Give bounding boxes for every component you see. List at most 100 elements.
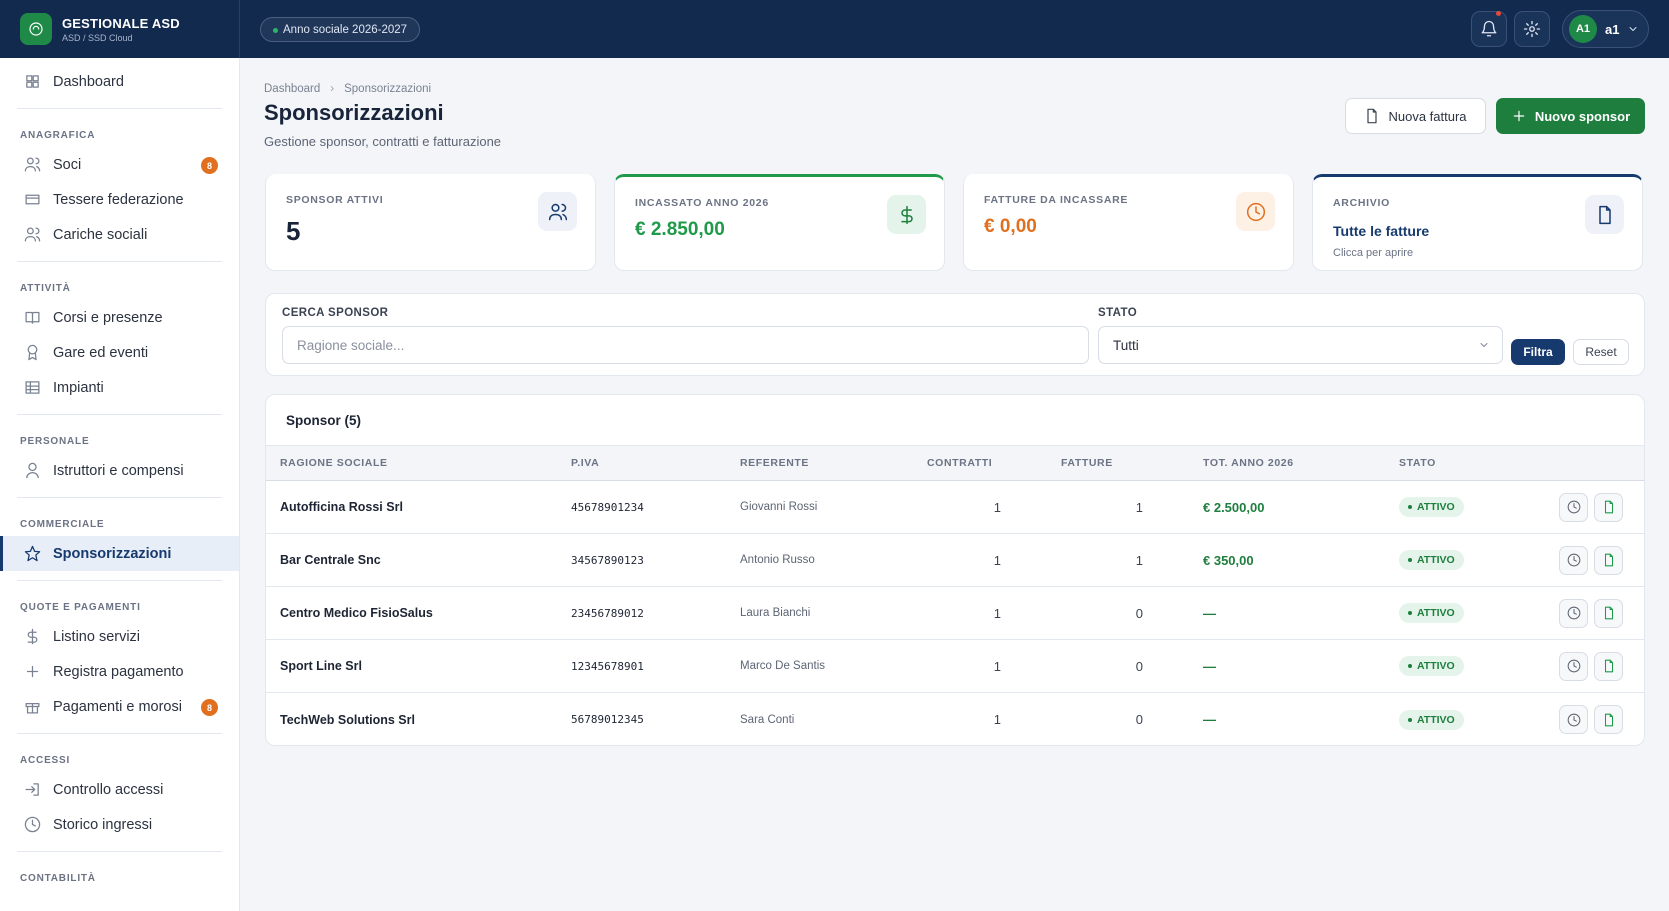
nav-item[interactable]: Impianti [0, 370, 239, 405]
status-select[interactable]: Tutti [1098, 326, 1503, 364]
stat-value: € 2.850,00 [635, 219, 725, 240]
total-year: — [1203, 605, 1216, 621]
icon [26, 75, 39, 88]
invoice-button[interactable] [1594, 651, 1623, 681]
icon [25, 311, 40, 324]
stat-card: FATTURE DA INCASSARE € 0,00 [963, 174, 1294, 271]
stat-icon [538, 192, 577, 231]
breadcrumb-item[interactable]: Dashboard [264, 83, 321, 95]
icon [24, 227, 41, 242]
nav-item[interactable]: Dashboard [0, 64, 239, 99]
contact: Giovanni Rossi [740, 501, 818, 513]
stat-value: Tutte le fatture [1333, 223, 1430, 239]
icon [900, 205, 913, 224]
column-header: CONTRATTI [927, 457, 993, 469]
vat-number: 12345678901 [571, 659, 644, 673]
search-label: CERCA SPONSOR [282, 307, 389, 319]
logo [20, 13, 52, 45]
notifications-button[interactable] [1471, 11, 1507, 47]
user-menu[interactable]: A1 a1 [1562, 10, 1649, 48]
invoice-button[interactable] [1594, 598, 1623, 628]
invoice-button[interactable] [1594, 545, 1623, 575]
page-subtitle: Gestione sponsor, contratti e fatturazio… [264, 134, 502, 149]
icon [27, 628, 38, 645]
status-pill: ATTIVO [1399, 603, 1464, 623]
contracts: 1 [993, 605, 1001, 621]
badge: 8 [201, 699, 218, 716]
status-cell: ATTIVO [1399, 603, 1559, 623]
icon [1604, 713, 1613, 726]
invoice-button[interactable] [1594, 492, 1623, 522]
search-input[interactable]: Ragione sociale... [282, 326, 1089, 364]
nav-item[interactable]: Gare ed eventi [0, 335, 239, 370]
icon [25, 194, 40, 205]
icon [29, 22, 43, 36]
history-button[interactable] [1559, 705, 1588, 734]
history-button[interactable] [1559, 545, 1588, 575]
main-content: Dashboard › Sponsorizzazioni Sponsorizzazio… [240, 58, 1669, 911]
invoices: 1 [1135, 552, 1143, 568]
separator [17, 733, 222, 734]
nav-item[interactable]: Corsi e presenze [0, 300, 239, 335]
nav-item[interactable]: Cariche sociali [0, 217, 239, 252]
section-title: ANAGRAFICA [20, 129, 96, 141]
nav-item[interactable]: Istruttori e compensi [0, 453, 239, 488]
select-value: Tutti [1113, 337, 1139, 353]
table-title: Sponsor (5) [286, 412, 362, 428]
settings-button[interactable] [1514, 11, 1550, 47]
icon [1567, 713, 1580, 726]
nav-item[interactable]: Sponsorizzazioni [0, 536, 239, 571]
nav-label: Registra pagamento [53, 663, 184, 680]
new-invoice-button[interactable]: Nuova fattura [1345, 98, 1486, 134]
nav-item[interactable]: Tessere federazione [0, 182, 239, 217]
table-row: Autofficina Rossi Srl 45678901234 Giovanni… [266, 481, 1644, 534]
history-button[interactable] [1559, 651, 1588, 681]
icon [25, 783, 39, 796]
stat-label: SPONSOR ATTIVI [286, 194, 384, 206]
nav-item[interactable]: Controllo accessi [0, 772, 239, 807]
breadcrumb: Dashboard › Sponsorizzazioni [264, 83, 431, 95]
reset-button[interactable]: Reset [1573, 339, 1629, 365]
section-title: ACCESSI [20, 754, 71, 766]
contact: Laura Bianchi [740, 607, 811, 619]
history-button[interactable] [1559, 598, 1588, 628]
vat-number: 34567890123 [571, 553, 644, 567]
stat-card: INCASSATO ANNO 2026 € 2.850,00 [614, 174, 945, 271]
section-title: COMMERCIALE [20, 518, 105, 530]
season-selector[interactable]: Anno sociale 2026-2027 [260, 17, 421, 42]
filter-button[interactable]: Filtra [1511, 339, 1565, 365]
section-title: CONTABILITÀ [20, 872, 96, 884]
row-actions [1559, 705, 1644, 734]
nav-label: Dashboard [53, 73, 124, 90]
icon [24, 545, 41, 562]
contact: Sara Conti [740, 713, 795, 726]
vat-number: 45678901234 [571, 500, 644, 514]
invoice-button[interactable] [1594, 705, 1623, 734]
icon [25, 381, 40, 394]
table-row: Bar Centrale Snc 34567890123 Antonio Russo… [266, 534, 1644, 587]
nav-item[interactable]: Storico ingressi [0, 807, 239, 842]
table-row: Centro Medico FisioSalus 23456789012 Laura… [266, 587, 1644, 640]
icon [1604, 500, 1613, 514]
icon [1598, 205, 1611, 224]
icon [1480, 343, 1488, 347]
nav-item[interactable]: Listino servizi [0, 619, 239, 654]
company-name: Bar Centrale Snc [280, 553, 381, 567]
nav-item[interactable]: Soci 8 [0, 147, 239, 182]
nav-item[interactable]: Pagamenti e morosi 8 [0, 689, 239, 724]
icon [1567, 500, 1580, 514]
status-label: STATO [1098, 307, 1138, 319]
new-sponsor-button[interactable]: Nuovo sponsor [1496, 98, 1645, 134]
status-cell: ATTIVO [1399, 656, 1559, 676]
icon [1523, 20, 1541, 38]
icon [548, 203, 567, 220]
contracts: 1 [993, 499, 1001, 515]
status-pill: ATTIVO [1399, 497, 1464, 517]
history-button[interactable] [1559, 492, 1588, 522]
badge: 8 [201, 157, 218, 174]
icon [1567, 659, 1580, 673]
nav-item[interactable]: Registra pagamento [0, 654, 239, 689]
stat-card[interactable]: ARCHIVIO Tutte le fatture Clicca per aprir… [1312, 174, 1643, 271]
